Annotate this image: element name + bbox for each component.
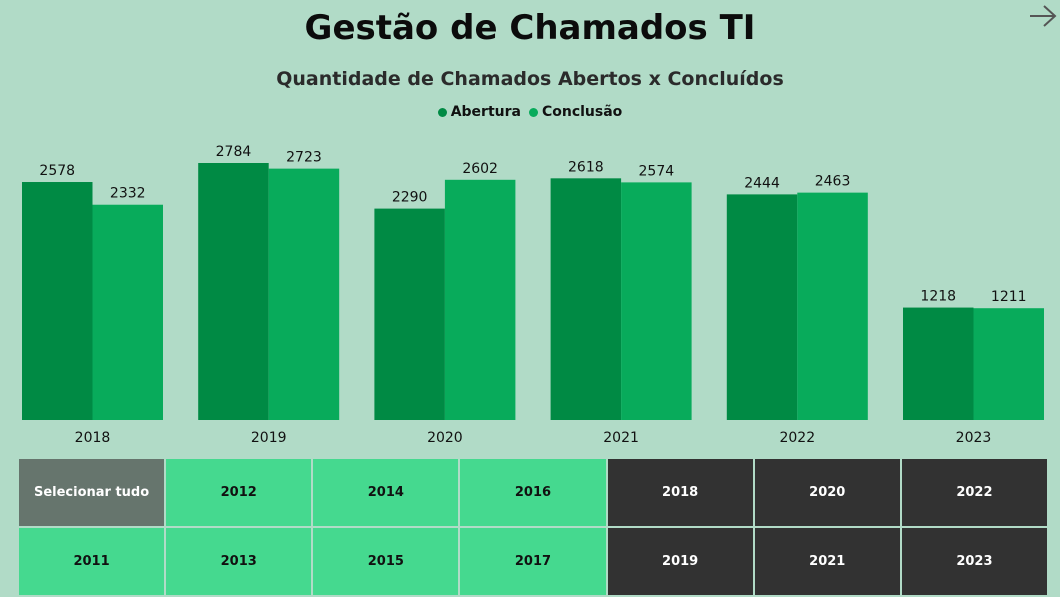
- bar-abertura-2023[interactable]: [903, 307, 974, 420]
- x-tick-label: 2022: [779, 430, 815, 446]
- legend: Abertura Conclusão: [0, 104, 1060, 120]
- data-label: 1218: [920, 289, 956, 305]
- bar-conclusao-2021[interactable]: [621, 182, 692, 420]
- bar-conclusao-2019[interactable]: [268, 168, 340, 420]
- slicer-year-2011[interactable]: 2011: [19, 528, 165, 595]
- slicer-year-2022[interactable]: 2022: [901, 459, 1047, 526]
- bar-conclusao-2018[interactable]: [92, 204, 164, 420]
- x-tick-label: 2019: [251, 430, 287, 446]
- slicer-year-2020[interactable]: 2020: [754, 459, 900, 526]
- page-title: Gestão de Chamados TI: [304, 8, 756, 48]
- slicer-year-2023[interactable]: 2023: [901, 528, 1047, 595]
- bar-conclusao-2020[interactable]: [444, 179, 516, 420]
- legend-dot-abertura: [437, 107, 447, 117]
- x-tick-label: 2023: [956, 430, 992, 446]
- data-label: 1211: [991, 289, 1027, 305]
- bar-abertura-2019[interactable]: [198, 163, 269, 420]
- slicer-year-2018[interactable]: 2018: [607, 459, 753, 526]
- select-all-button[interactable]: Selecionar tudo: [19, 459, 165, 526]
- x-tick-label: 2020: [427, 430, 463, 446]
- data-label: 2784: [216, 144, 252, 160]
- data-label: 2332: [110, 186, 146, 202]
- bar-abertura-2022[interactable]: [726, 194, 798, 420]
- legend-item-abertura: Abertura: [437, 104, 521, 120]
- data-label: 2574: [639, 163, 675, 179]
- slicer-year-2015[interactable]: 2015: [313, 528, 459, 595]
- legend-label-conclusao: Conclusão: [541, 104, 623, 120]
- slicer-year-2021[interactable]: 2021: [754, 528, 900, 595]
- data-label: 2463: [815, 174, 851, 190]
- slicer-year-2012[interactable]: 2012: [166, 459, 312, 526]
- x-tick-label: 2021: [603, 430, 639, 446]
- chart-title: Quantidade de Chamados Abertos x Concluí…: [276, 68, 784, 90]
- bar-abertura-2018[interactable]: [22, 182, 93, 420]
- slicer-year-2019[interactable]: 2019: [607, 528, 753, 595]
- slicer-year-2017[interactable]: 2017: [460, 528, 606, 595]
- bar-conclusao-2023[interactable]: [973, 308, 1045, 420]
- data-label: 2723: [286, 150, 322, 166]
- year-slicer: Selecionar tudo 2012 2014 2016 2018 2020 2022 2…: [19, 459, 1047, 595]
- legend-dot-conclusao: [528, 107, 538, 117]
- data-label: 2578: [39, 163, 75, 179]
- bar-conclusao-2022[interactable]: [797, 192, 868, 420]
- legend-label-abertura: Abertura: [450, 104, 521, 120]
- slicer-year-2013[interactable]: 2013: [166, 528, 312, 595]
- data-label: 2444: [744, 175, 780, 191]
- bar-chart: 2578 2332 2018 2784 2723 2019 2290 2602 2020 2618…: [22, 144, 1045, 446]
- data-label: 2290: [392, 190, 428, 206]
- slicer-year-2014[interactable]: 2014: [313, 459, 459, 526]
- data-label: 2618: [568, 159, 604, 175]
- arrow-right-icon[interactable]: [1028, 4, 1058, 28]
- bar-abertura-2020[interactable]: [374, 208, 445, 420]
- x-tick-label: 2018: [75, 430, 111, 446]
- legend-item-conclusao: Conclusão: [528, 104, 623, 120]
- slicer-year-2016[interactable]: 2016: [460, 459, 606, 526]
- bar-abertura-2021[interactable]: [550, 178, 622, 420]
- data-label: 2602: [462, 161, 498, 177]
